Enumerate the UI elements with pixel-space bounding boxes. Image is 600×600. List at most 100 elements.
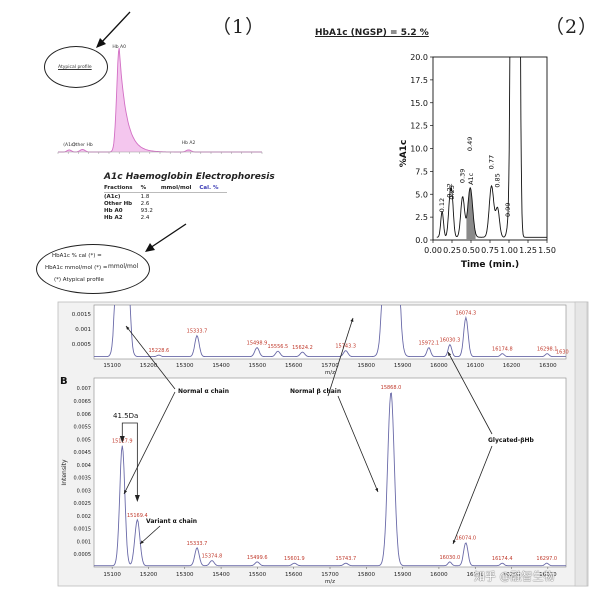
table-row: Hb A0 93.2 [104, 207, 227, 214]
hplc-xlabel: Time (min.) [461, 260, 519, 270]
bottom-peak-label: 15169.4 [127, 513, 148, 519]
bottom-xtick-label: 15400 [212, 572, 230, 578]
arrow-glyc-bottom [452, 445, 493, 545]
top-xtick-label: 15700 [321, 363, 339, 369]
bottom-peak-label: 15374.8 [202, 554, 223, 560]
top-peak-label: 15556.5 [268, 344, 289, 350]
top-ytick-label: 0.0015 [72, 312, 92, 318]
top-xtick-label: 15100 [103, 363, 121, 369]
top-xtick-label: 16000 [430, 363, 448, 369]
hplc-peak-label: 0.39 [459, 169, 467, 183]
hba1c-ngsp-title: HbA1c (NGSP) = 5.2 % [315, 28, 429, 38]
bottom-ytick-label: 0.005 [77, 437, 91, 443]
top-xtick-label: 16300 [539, 363, 557, 369]
bottom-peak-label: 15333.7 [187, 541, 208, 547]
atypical-profile-oval [44, 46, 108, 88]
arrow-alpha-bottom-head [124, 490, 128, 494]
bottom-ytick-label: 0.0005 [74, 552, 92, 558]
hplc-trace [436, 57, 547, 238]
arrow-glyc-bottom-head [452, 540, 456, 544]
top-xtick-label: 15600 [285, 363, 303, 369]
hplc-xtick-label: 0.00 [424, 246, 442, 255]
hplc-ytick-label: 5.0 [415, 190, 428, 199]
bottom-ylabel: Intensity [61, 459, 68, 486]
hplc-ytick-label: 0.0 [415, 236, 428, 245]
hplc-ytick-label: 17.5 [410, 76, 428, 85]
mmol-label: mmol/mol [108, 263, 139, 270]
bottom-ytick-label: 0.006 [77, 412, 91, 418]
electro-peak-label: Other Hb [72, 142, 93, 148]
mass-delta-bracket-head-left [119, 436, 125, 443]
bottom-ytick-label: 0.0055 [74, 425, 92, 431]
top-peak-label: 16298.1 [537, 347, 558, 353]
fractions-header: % [140, 185, 161, 193]
bottom-spectrum-trace [94, 392, 566, 567]
electro-peak-label: Hb A0 [112, 44, 126, 50]
normal-beta-label: Normal β chain [290, 388, 341, 395]
bottom-peak-label: 15499.6 [247, 555, 268, 561]
panel-b-label: B [60, 376, 68, 387]
bottom-ytick-label: 0.001 [77, 539, 91, 545]
table-row: Other Hb 2.6 [104, 200, 227, 207]
bottom-xtick-label: 15600 [285, 572, 303, 578]
hplc-peak-label: 0.22 [446, 183, 454, 197]
arrow-variant [139, 525, 161, 545]
arrow-top-line [99, 11, 131, 45]
bottom-xtick-label: 15700 [321, 572, 339, 578]
fraction-name: (A1c) [104, 194, 121, 200]
top-xtick-label: 15400 [212, 363, 230, 369]
hplc-ylabel: %A1c [399, 140, 409, 168]
bottom-xtick-label: 15500 [249, 572, 267, 578]
top-xtick-label: 15500 [249, 363, 267, 369]
bottom-ytick-label: 0.0065 [74, 399, 92, 405]
top-peak-label: 15972.1 [418, 341, 439, 347]
panel-marker-2: （2） [545, 16, 599, 38]
top-plot-area [93, 304, 567, 360]
hplc-peak-label: 0.49 [466, 137, 474, 151]
bottom-plot-area [93, 377, 567, 568]
arrow-glyc-top [447, 351, 493, 435]
top-xtick-label: 15800 [358, 363, 376, 369]
hplc-peak-label: 0.85 [494, 173, 502, 187]
bottom-xtick-label: 15100 [103, 572, 121, 578]
fraction-percent: 1.8 [140, 194, 150, 200]
top-ytick-label: 0.001 [75, 327, 91, 333]
arrow-alpha-top [125, 325, 176, 390]
hplc-ytick-label: 20.0 [410, 53, 428, 62]
hplc-ytick-label: 12.5 [410, 122, 428, 131]
fraction-percent: 93.2 [140, 208, 153, 214]
top-ytick-label: 0.0005 [72, 342, 92, 348]
arrow-alpha-bottom [123, 391, 176, 495]
fraction-name: Hb A2 [104, 215, 123, 221]
mass-delta-bracket-head [134, 495, 140, 502]
electrophoresis-chart: (A1c) Other Hb Hb A0 Hb A2 [57, 11, 263, 252]
info-line-cal: HbA1c % cal (*) = [52, 253, 102, 259]
arrow-glyc-top-head [448, 352, 452, 356]
variant-alpha-label: Variant α chain [146, 518, 197, 525]
fractions-header: mmol/mol [160, 185, 200, 193]
table-row: Hb A2 2.4 [104, 214, 227, 221]
bottom-peak-label: 16030.0 [439, 555, 460, 561]
hplc-peak-label: 0.25 [448, 185, 456, 199]
info-line-atypical: (*) Atypical profile [54, 277, 104, 283]
bottom-ytick-label: 0.0035 [74, 476, 92, 482]
hplc-xtick-label: 0.25 [443, 246, 461, 255]
fractions-header: Fractions [104, 185, 141, 193]
top-peak-label: 15333.7 [187, 329, 208, 335]
electrophoresis-title: A1c Haemoglobin Electrophoresis [104, 172, 275, 182]
bottom-xtick-label: 15900 [394, 572, 412, 578]
fractions-table: Fractions% mmol/mol Cal. % (A1c) 1.8 Other H… [104, 185, 227, 221]
bottom-xtick-label: 16000 [430, 572, 448, 578]
top-xtick-label: 15200 [140, 363, 158, 369]
bottom-ytick-label: 0.003 [77, 488, 91, 494]
bottom-ytick-label: 0.002 [77, 514, 91, 520]
bottom-ytick-label: 0.004 [77, 463, 91, 469]
top-xlabel: m/z [325, 370, 335, 376]
bottom-xtick-label: 15200 [140, 572, 158, 578]
top-peak-label: 15498.9 [247, 341, 268, 347]
hplc-peak-label: 0.99 [504, 202, 512, 216]
bottom-peak-label: 15743.7 [336, 556, 357, 562]
hplc-peak-label: 0.12 [438, 198, 446, 212]
bottom-xtick-label: 15800 [358, 572, 376, 578]
glycated-label: Glycated-βHb [488, 437, 535, 444]
